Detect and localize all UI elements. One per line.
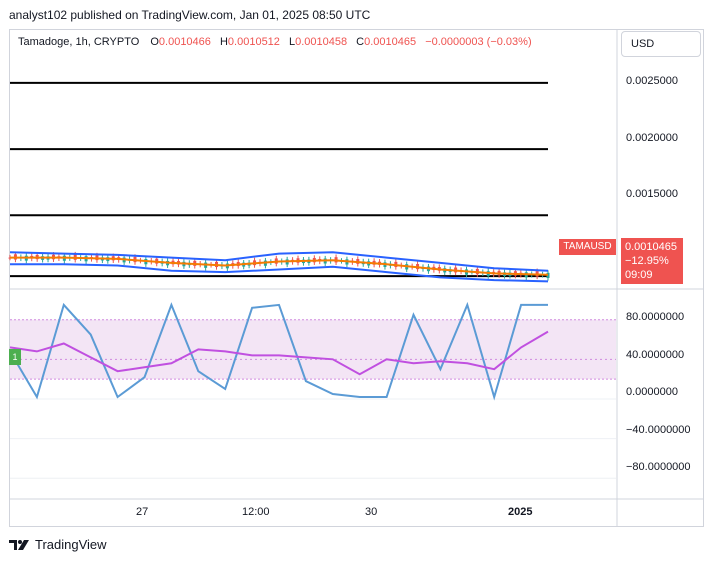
brand-name: TradingView (35, 537, 107, 552)
osc-tick: −40.0000000 (626, 424, 691, 436)
price-tick: 0.0020000 (626, 132, 678, 144)
low-key: L (288, 36, 296, 48)
close-key: C (356, 36, 365, 48)
overbought-oversold-band (10, 319, 616, 380)
close-value: 0.0010465 (364, 36, 417, 48)
currency-button[interactable]: USD (621, 31, 701, 57)
price-tick: 0.0015000 (626, 188, 678, 200)
price-change-pct: −12.95% (625, 255, 669, 267)
low-value: 0.0010458 (295, 36, 348, 48)
time-tick: 12:00 (242, 506, 270, 518)
high-value: 0.0010512 (227, 36, 280, 48)
open-value: 0.0010466 (158, 36, 211, 48)
ohlc-legend: Tamadoge, 1h, CRYPTO O0.0010466 H0.00105… (18, 36, 538, 48)
chart-frame (9, 29, 704, 527)
change-value: −0.0000003 (−0.03%) (425, 36, 532, 48)
publish-header: analyst102 published on TradingView.com,… (9, 8, 371, 22)
series-line-bollinger-middle (10, 256, 549, 276)
time-tick: 30 (365, 506, 378, 518)
series-line-bollinger-lower (10, 263, 549, 283)
price-pane (8, 81, 550, 283)
time-tick: 2025 (508, 506, 533, 518)
osc-tick: −80.0000000 (626, 461, 691, 473)
osc-line-k (9, 301, 548, 401)
high-key: H (219, 36, 228, 48)
open-key: O (150, 36, 159, 48)
osc-tick: 80.0000000 (626, 311, 685, 323)
oscillator-pane (9, 301, 616, 479)
osc-line-d (9, 330, 549, 376)
candle-body (546, 272, 550, 278)
symbol-name: Tamadoge, 1h, CRYPTO (18, 36, 140, 48)
series-line-bollinger-upper (9, 251, 549, 272)
symbol-tag: TAMAUSD (559, 239, 616, 255)
last-price-box: 0.0010465 −12.95% 09:09 (621, 238, 683, 284)
time-tick: 27 (136, 506, 149, 518)
last-price: 0.0010465 (625, 241, 677, 253)
tradingview-logo-icon (9, 538, 31, 552)
osc-tick: 40.0000000 (626, 349, 685, 361)
osc-flag: 1 (9, 349, 21, 365)
footer-brand[interactable]: TradingView (9, 537, 107, 552)
bar-countdown: 09:09 (625, 269, 653, 281)
osc-tick: 0.0000000 (626, 386, 678, 398)
price-tick: 0.0025000 (626, 75, 678, 87)
